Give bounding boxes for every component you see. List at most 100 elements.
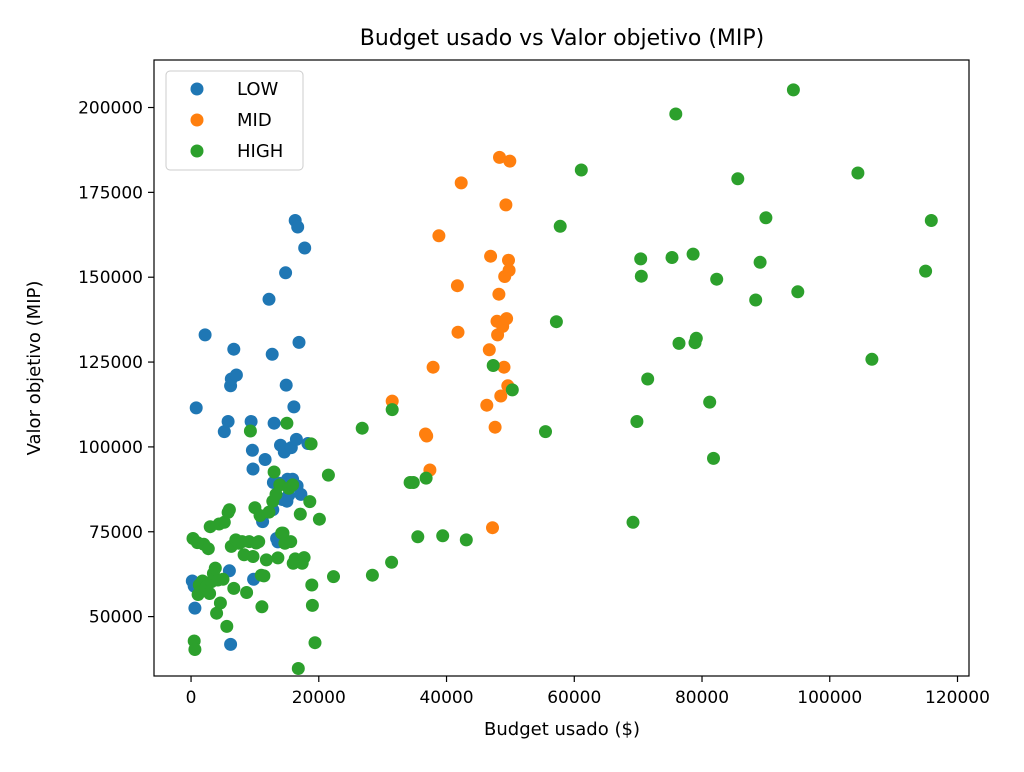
data-point-mid <box>426 360 440 374</box>
data-point-high <box>327 570 340 584</box>
x-tick-label: 0 <box>186 688 197 708</box>
data-point-high <box>210 606 224 620</box>
data-point-high <box>213 596 227 610</box>
data-point-high <box>259 553 273 567</box>
data-point-high <box>321 468 335 482</box>
data-point-high <box>630 415 644 428</box>
data-point-high <box>436 529 450 543</box>
data-point-mid <box>492 287 506 301</box>
data-point-mid <box>488 420 502 434</box>
data-point-high <box>216 572 230 586</box>
data-point-high <box>710 272 724 286</box>
data-point-low <box>279 378 293 392</box>
data-point-low <box>265 347 279 361</box>
data-point-mid <box>497 360 511 374</box>
data-point-high <box>305 598 319 612</box>
data-point-high <box>851 166 865 180</box>
data-point-mid <box>502 263 516 277</box>
data-point-mid <box>432 229 446 243</box>
data-point-high <box>293 507 307 521</box>
y-axis-label: Valor objetivo (MIP) <box>24 281 45 456</box>
data-point-low <box>224 637 238 651</box>
legend-marker-mid <box>190 113 204 127</box>
x-tick-label: 100000 <box>797 688 862 708</box>
data-point-low <box>244 415 258 428</box>
data-point-low <box>287 400 301 414</box>
data-point-mid <box>482 343 496 357</box>
y-tick-label: 125000 <box>78 353 143 373</box>
legend-box <box>165 70 304 171</box>
data-point-high <box>924 214 938 227</box>
data-point-high <box>672 336 686 350</box>
data-point-high <box>297 551 311 565</box>
data-point-high <box>222 503 236 517</box>
data-point-high <box>486 359 500 372</box>
data-point-high <box>305 578 319 592</box>
data-point-low <box>292 335 306 349</box>
data-point-high <box>188 643 202 656</box>
data-point-high <box>243 424 257 438</box>
data-point-high <box>686 247 700 261</box>
data-point-mid <box>484 249 498 263</box>
data-point-high <box>459 533 473 547</box>
data-point-high <box>276 526 290 540</box>
data-point-high <box>553 219 567 233</box>
data-point-low <box>246 462 260 476</box>
data-point-high <box>365 568 379 582</box>
data-point-high <box>284 535 298 549</box>
y-tick-label: 75000 <box>89 523 143 543</box>
data-point-high <box>255 600 269 614</box>
data-point-high <box>749 293 763 307</box>
data-point-high <box>634 252 648 266</box>
data-point-high <box>759 211 773 225</box>
data-point-mid <box>493 150 506 164</box>
axes-frame <box>153 59 970 677</box>
data-point-mid <box>450 279 464 293</box>
data-point-high <box>303 495 317 509</box>
data-point-high <box>669 107 683 121</box>
data-point-low <box>298 241 312 255</box>
data-point-high <box>308 636 322 650</box>
data-point-low <box>189 401 203 415</box>
data-point-high <box>406 476 420 489</box>
data-point-high <box>267 465 281 479</box>
data-point-mid <box>420 429 434 443</box>
legend-label-high: HIGH <box>237 141 283 162</box>
data-point-high <box>641 372 655 386</box>
data-point-high <box>201 542 215 556</box>
data-point-high <box>689 331 703 345</box>
points-layer <box>185 83 938 675</box>
data-point-high <box>703 395 717 409</box>
data-point-low <box>229 368 243 382</box>
data-point-high <box>220 619 234 633</box>
data-point-high <box>385 555 399 569</box>
legend: LOW MID HIGH <box>165 70 304 171</box>
data-point-low <box>198 328 212 342</box>
y-tick-label: 150000 <box>78 268 143 288</box>
data-point-high <box>707 451 720 465</box>
series-high <box>186 83 938 675</box>
data-point-high <box>549 315 563 329</box>
data-point-high <box>355 421 369 435</box>
data-point-high <box>312 512 326 526</box>
data-point-high <box>574 163 588 177</box>
data-point-mid <box>500 312 514 326</box>
data-point-high <box>291 662 305 675</box>
data-point-high <box>227 581 241 595</box>
data-point-low <box>245 443 259 457</box>
x-tick-label: 120000 <box>925 688 990 708</box>
data-point-mid <box>480 398 494 412</box>
x-tick-label: 60000 <box>547 688 601 708</box>
data-point-high <box>626 515 640 529</box>
y-tick-label: 50000 <box>89 608 143 628</box>
data-point-mid <box>503 154 517 168</box>
data-point-high <box>246 550 260 563</box>
data-point-high <box>505 383 519 397</box>
data-point-high <box>665 251 679 264</box>
data-point-high <box>919 264 933 278</box>
data-point-low <box>262 292 276 306</box>
data-point-high <box>539 425 552 439</box>
data-point-high <box>203 587 217 600</box>
